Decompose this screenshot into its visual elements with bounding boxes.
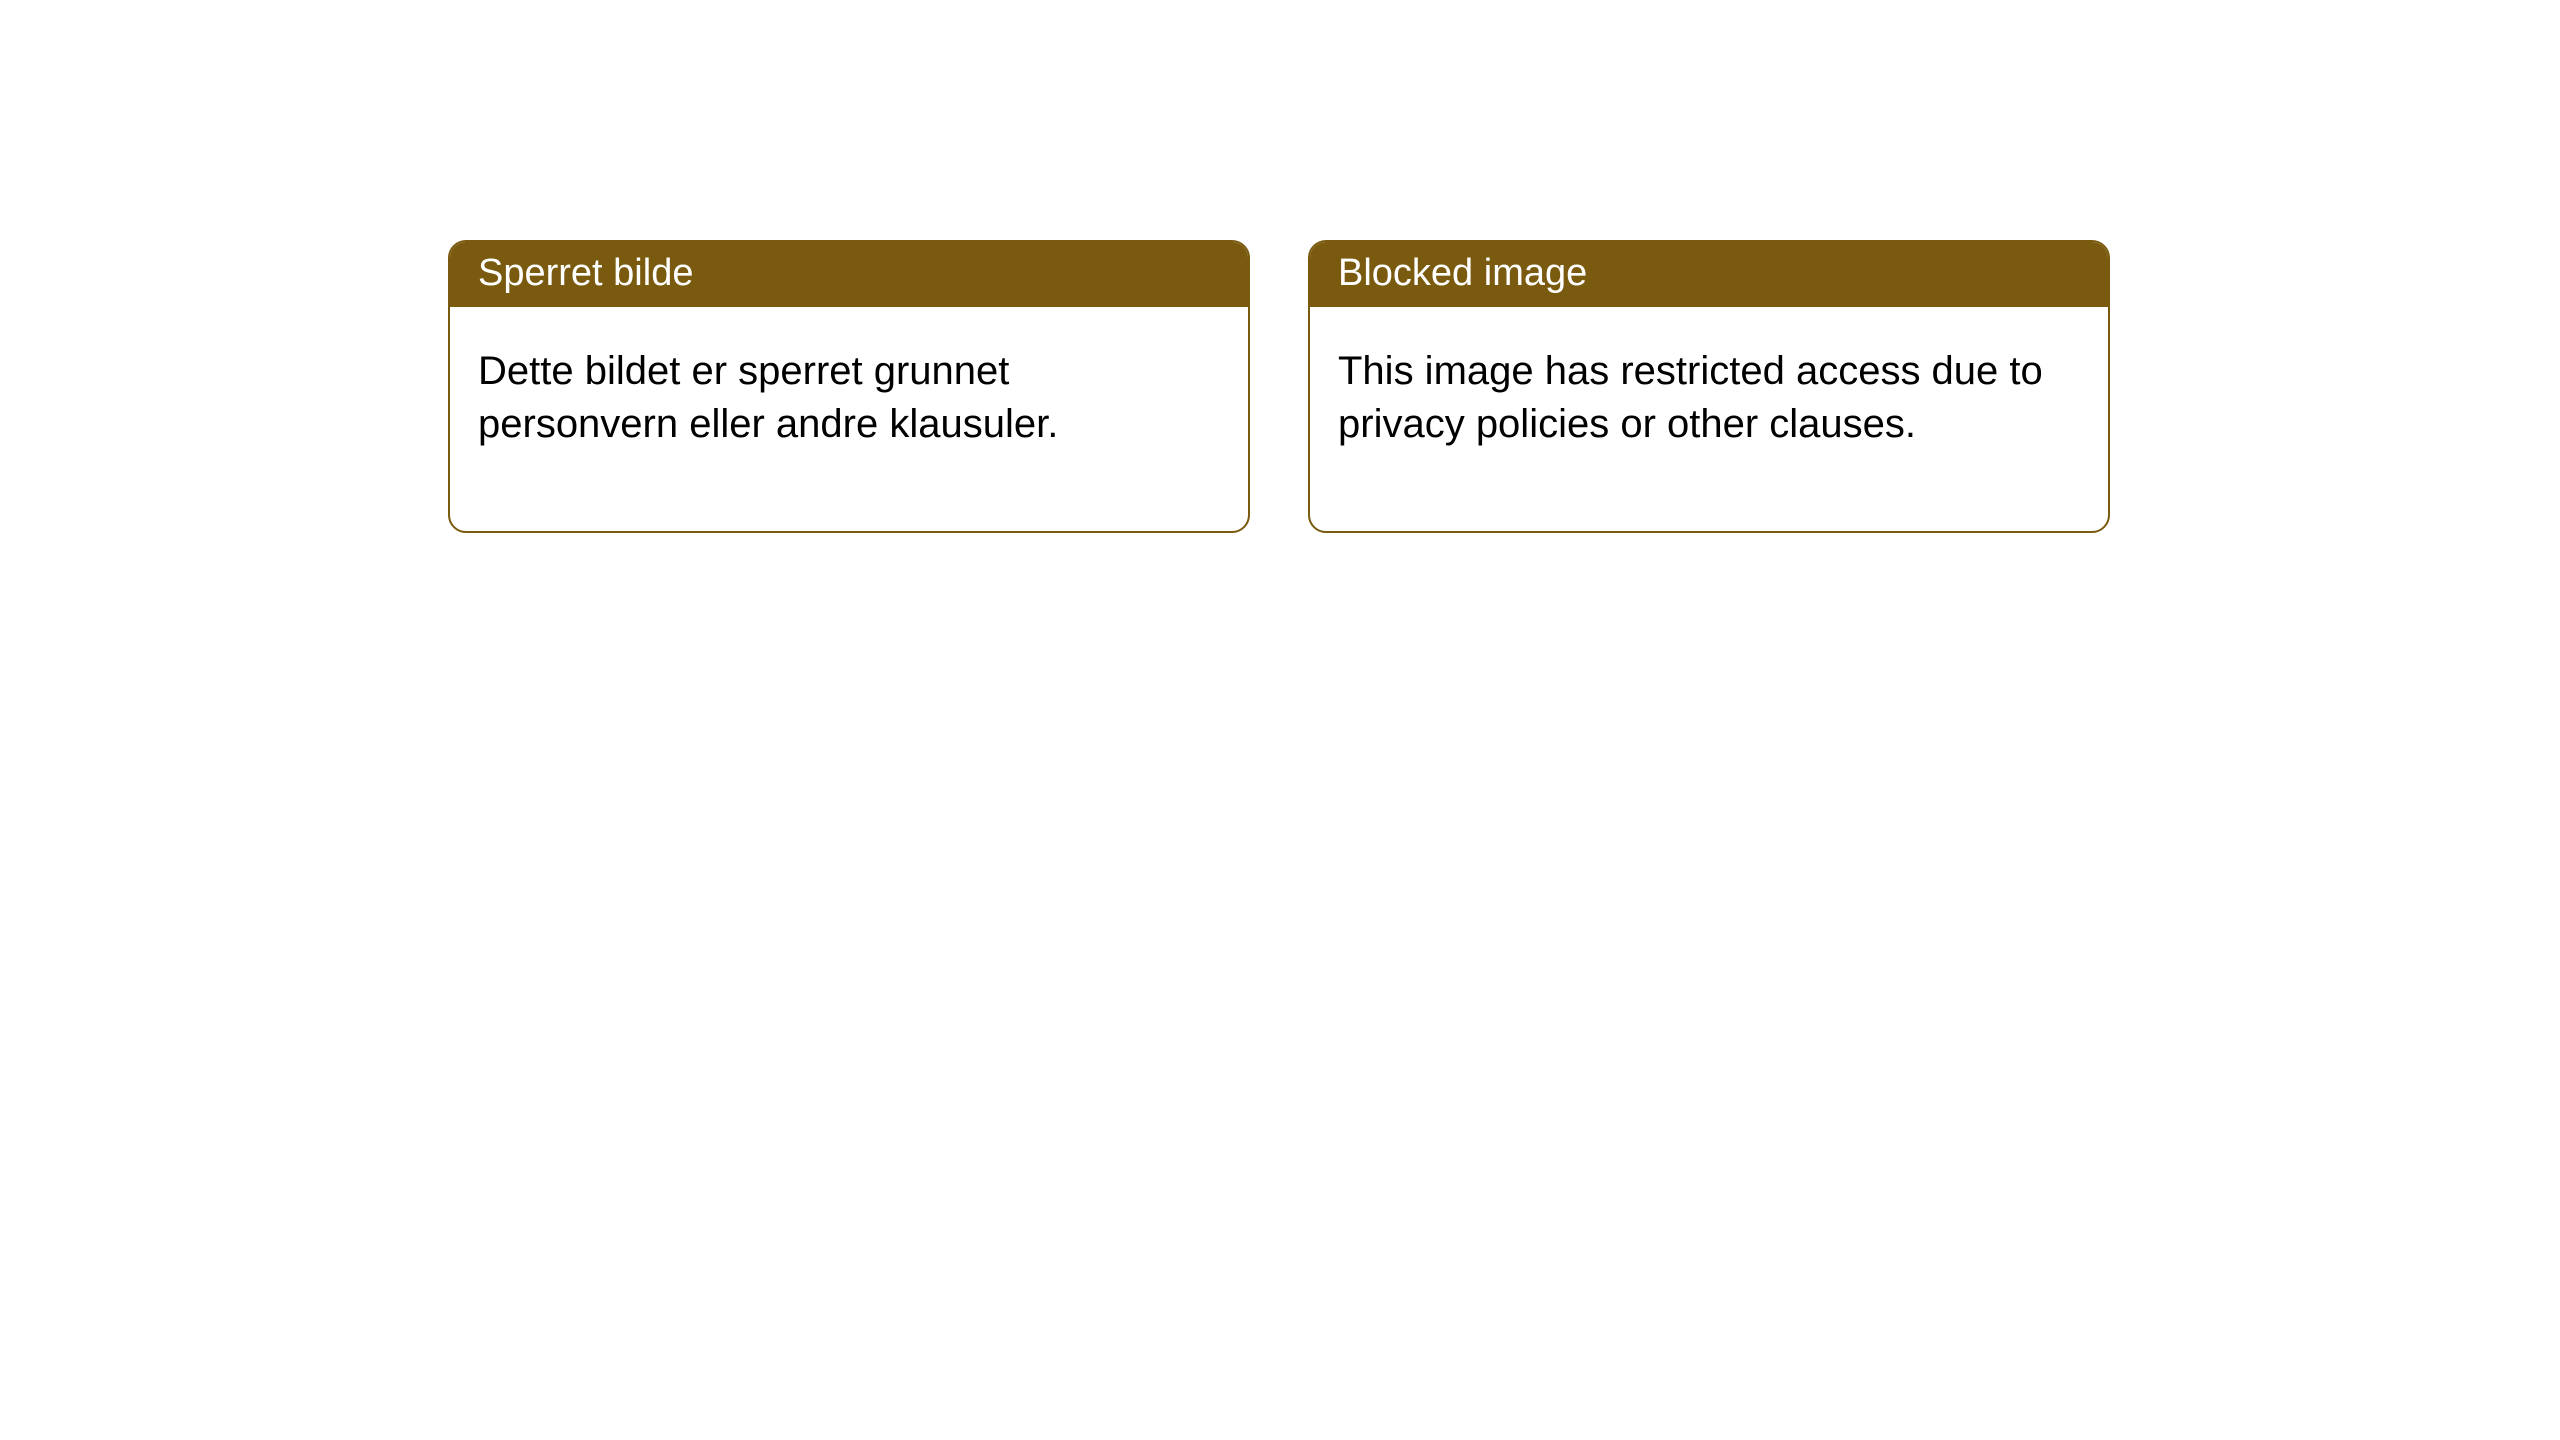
blocked-image-card-english: Blocked image This image has restricted …: [1308, 240, 2110, 533]
card-title-english: Blocked image: [1310, 242, 2108, 307]
blocked-image-notices: Sperret bilde Dette bildet er sperret gr…: [448, 240, 2560, 533]
card-title-norwegian: Sperret bilde: [450, 242, 1248, 307]
card-body-english: This image has restricted access due to …: [1310, 307, 2108, 531]
card-body-norwegian: Dette bildet er sperret grunnet personve…: [450, 307, 1248, 531]
blocked-image-card-norwegian: Sperret bilde Dette bildet er sperret gr…: [448, 240, 1250, 533]
